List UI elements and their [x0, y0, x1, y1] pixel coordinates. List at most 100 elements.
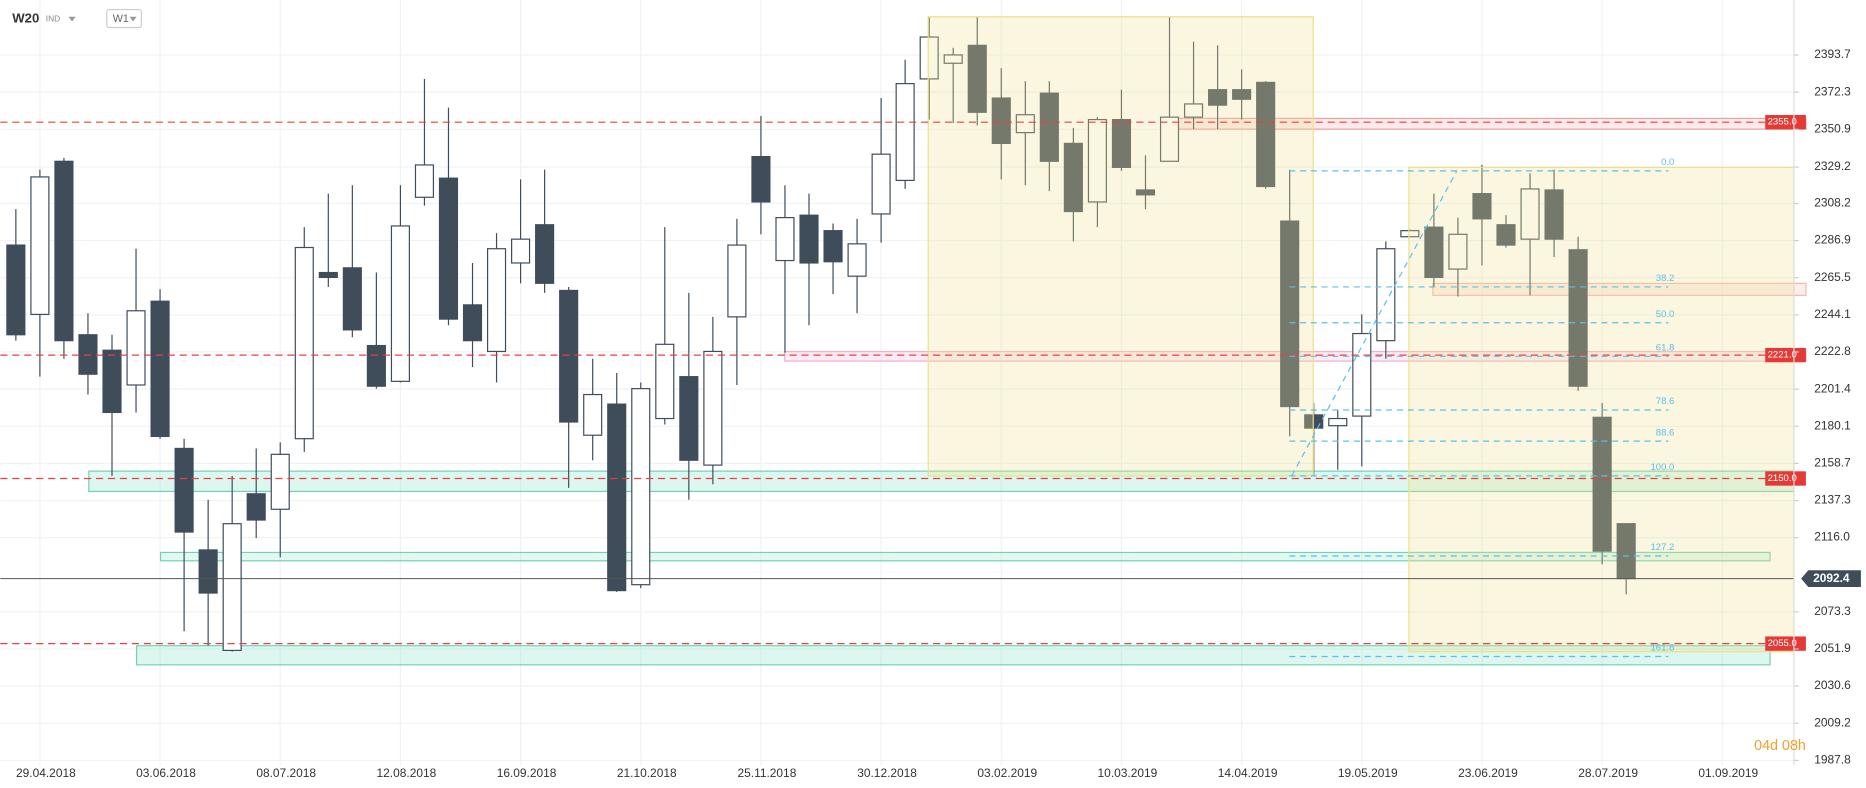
y-tick-label: 2244.1 — [1814, 307, 1851, 321]
y-tick-label: 2116.0 — [1814, 530, 1850, 544]
support-zone — [136, 645, 1771, 666]
candle-body — [438, 177, 459, 320]
candle-body — [1039, 92, 1059, 162]
x-tick-label: 19.05.2019 — [1338, 766, 1398, 780]
y-tick-label: 2030.6 — [1814, 678, 1851, 692]
candle-body — [1544, 189, 1564, 240]
candle-body — [1063, 142, 1083, 213]
interval[interactable]: W1 — [113, 13, 129, 25]
x-tick-label: 23.06.2019 — [1458, 766, 1518, 780]
x-tick-label: 08.07.2018 — [256, 766, 316, 780]
candle-body — [583, 393, 603, 436]
candle-body — [1496, 224, 1516, 246]
candle-body — [919, 36, 939, 80]
y-tick-label: 1987.8 — [1814, 753, 1851, 767]
candle-body — [1352, 332, 1372, 417]
x-tick-label: 03.06.2018 — [136, 766, 196, 780]
candle-body — [294, 246, 314, 440]
market: IND — [46, 13, 60, 23]
y-tick-label: 2009.2 — [1814, 715, 1851, 729]
candle-body — [126, 310, 146, 386]
candle-body — [559, 289, 579, 423]
candle-body — [1208, 89, 1228, 106]
interval-button[interactable] — [106, 8, 143, 29]
candle-body — [54, 160, 74, 342]
dropdown-arrow[interactable] — [129, 16, 137, 22]
candle-body — [1400, 230, 1420, 238]
x-tick-label: 10.03.2019 — [1098, 766, 1158, 780]
y-tick-label: 2222.8 — [1814, 344, 1851, 358]
y-tick-label: 2329.2 — [1814, 159, 1851, 173]
fib-level-label: 88.6 — [1656, 427, 1675, 438]
candle-body — [871, 153, 891, 215]
axes: 1987.8 2009.2 2030.6 2051.9 2073.3 2116.0 2137… — [16, 0, 1851, 780]
price-level-label: 2055.0 — [1768, 638, 1797, 649]
fib-level-label: 161.8 — [1650, 643, 1674, 654]
y-tick-label: 2180.1 — [1814, 418, 1851, 432]
fib-level-label: 61.8 — [1656, 342, 1675, 353]
candle-body — [486, 248, 507, 353]
candle-body — [1376, 248, 1396, 342]
fib-level-label: 78.6 — [1656, 396, 1675, 407]
x-tick-label: 01.09.2019 — [1698, 766, 1758, 780]
y-tick-label: 2372.3 — [1814, 84, 1851, 98]
candle-body — [462, 304, 483, 342]
price-level-tag — [1765, 471, 1806, 486]
price-level-tag — [1765, 115, 1806, 130]
x-tick-label: 21.10.2018 — [617, 766, 677, 780]
x-tick-label: 30.12.2018 — [857, 766, 917, 780]
candle-body — [1448, 233, 1468, 270]
candle-body — [535, 224, 555, 284]
fib-level-label: 100.0 — [1650, 462, 1674, 473]
candle-body — [414, 164, 435, 198]
fib-level-label: 38.2 — [1656, 273, 1675, 284]
y-tick-label: 2201.4 — [1814, 381, 1851, 395]
candle-body — [655, 343, 675, 420]
fib-level-label: 0.0 — [1661, 157, 1674, 168]
candle-body — [967, 44, 987, 113]
candle-body — [1159, 116, 1180, 162]
candle-body — [1592, 416, 1612, 552]
x-tick-label: 28.07.2019 — [1578, 766, 1638, 780]
candle-body — [1135, 189, 1156, 196]
x-tick-label: 03.02.2019 — [977, 766, 1037, 780]
candle-body — [1111, 118, 1132, 168]
x-tick-label: 25.11.2018 — [737, 766, 796, 780]
x-tick-label: 12.08.2018 — [377, 766, 437, 780]
y-tick-label: 2051.9 — [1814, 641, 1851, 655]
dropdown-arrow[interactable] — [68, 16, 76, 22]
candle-body — [775, 217, 795, 262]
candle-body — [631, 388, 651, 586]
candle-body — [1256, 81, 1276, 188]
price-level-label: 2221.0 — [1768, 350, 1797, 361]
x-tick-label: 29.04.2018 — [16, 766, 76, 780]
candle-body — [30, 176, 50, 316]
candle-body — [727, 244, 747, 318]
candle-body — [78, 334, 98, 375]
fib-trend-line — [1291, 170, 1458, 477]
candle-body — [150, 300, 170, 438]
candle-body — [1280, 220, 1300, 408]
symbol[interactable]: W20 — [12, 11, 39, 26]
candle-body — [607, 403, 627, 592]
candle-body — [823, 230, 843, 263]
price-level-label: 2150.0 — [1768, 473, 1797, 484]
candle-body — [246, 493, 266, 521]
candle-body — [1424, 226, 1444, 278]
candle-body — [342, 267, 362, 331]
resistance-zone — [1432, 282, 1807, 296]
candle-body — [1568, 249, 1588, 387]
candle-body — [895, 83, 915, 182]
price-level-label: 2355.0 — [1768, 117, 1797, 128]
candle-body — [366, 344, 386, 387]
fib-level-label: 50.0 — [1656, 309, 1675, 320]
y-tick-label: 2137.3 — [1814, 493, 1851, 507]
candle-body — [102, 349, 122, 414]
candle-body — [1520, 188, 1540, 240]
x-tick-label: 14.04.2019 — [1218, 766, 1278, 780]
timer: 04d 08h — [1754, 738, 1806, 754]
y-tick-label: 2158.7 — [1814, 456, 1851, 470]
candle-body — [751, 156, 771, 203]
